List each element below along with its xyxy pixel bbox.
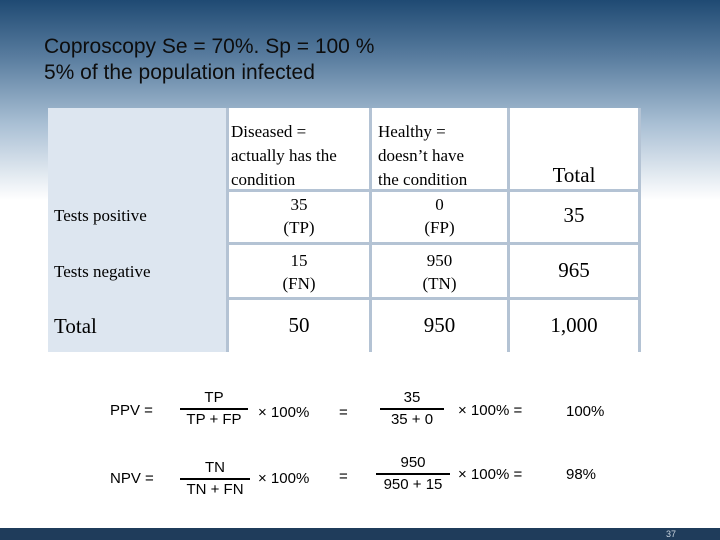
slide-title: Coproscopy Se = 70%. Sp = 100 % 5% of th… [44, 34, 374, 86]
column-header-total: Total [552, 163, 596, 187]
npv-result: 98% [566, 466, 597, 483]
cell-total-diseased: 50 [288, 313, 310, 337]
table-divider-mid [369, 108, 372, 352]
ppv-times: × 100% [258, 404, 310, 421]
cell-total-healthy: 950 [423, 313, 456, 337]
ppv-times-2: × 100% = [458, 402, 523, 419]
npv-fraction: TN TN + FN [180, 459, 250, 499]
ppv-fraction: TP TP + FP [180, 389, 248, 429]
ppv-result: 100% [566, 403, 605, 420]
ppv-label: PPV = [110, 402, 153, 419]
cell-total-negative: 965 [558, 258, 590, 282]
npv-label: NPV = [110, 470, 154, 487]
row-label-tests-positive: Tests positive [54, 206, 147, 225]
ppv-denominator: TP + FP [186, 411, 242, 428]
table-row-divider-2 [227, 242, 640, 245]
cell-grand-total: 1,000 [550, 313, 598, 337]
npv-denominator: TN + FN [186, 481, 244, 498]
cell-tn: 950 (TN) [422, 251, 457, 293]
npv-times: × 100% [258, 470, 310, 487]
ppv-fraction-values: 35 35 + 0 [380, 389, 444, 429]
ppv-denominator-value: 35 + 0 [390, 411, 434, 428]
table-row-divider-1 [227, 189, 640, 192]
table-row-divider-3 [227, 297, 640, 300]
cell-total-positive: 35 [563, 203, 585, 227]
title-line-2: 5% of the population infected [44, 61, 315, 84]
title-line-1: Coproscopy Se = 70%. Sp = 100 % [44, 35, 375, 58]
npv-numerator: TN [180, 459, 250, 480]
npv-numerator-value: 950 [376, 454, 450, 475]
table-divider-right [507, 108, 510, 352]
ppv-numerator-value: 35 [380, 389, 444, 410]
npv-times-2: × 100% = [458, 466, 523, 483]
npv-equals: = [339, 468, 348, 485]
cell-fn: 15 (FN) [282, 251, 316, 293]
column-header-diseased: Diseased = actually has the condition [231, 122, 337, 189]
row-label-tests-negative: Tests negative [54, 262, 151, 281]
table-divider-edge [638, 108, 641, 352]
column-header-healthy: Healthy = doesn’t have the condition [378, 122, 468, 189]
table-cells-area [227, 108, 640, 352]
footer-bar [0, 528, 720, 540]
ppv-numerator: TP [180, 389, 248, 410]
cell-tp: 35 (TP) [283, 195, 315, 237]
table-divider-left [226, 108, 229, 352]
row-label-total: Total [54, 314, 97, 338]
page-number: 37 [665, 529, 676, 539]
npv-fraction-values: 950 950 + 15 [376, 454, 450, 494]
ppv-equals: = [339, 404, 348, 421]
npv-denominator-value: 950 + 15 [383, 476, 443, 493]
cell-fp: 0 (FP) [424, 195, 455, 237]
